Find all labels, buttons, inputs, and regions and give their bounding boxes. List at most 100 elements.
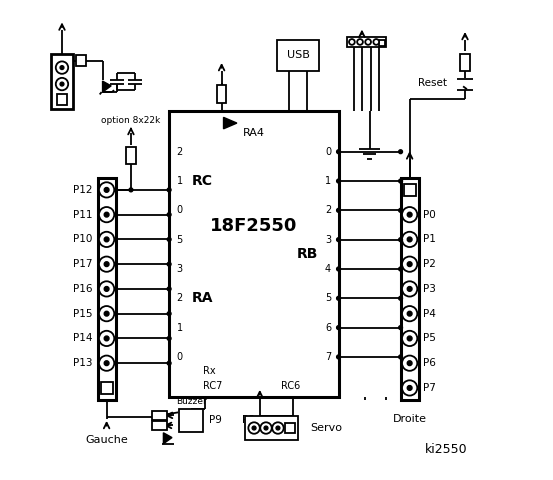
Bar: [153, 411, 167, 420]
Circle shape: [337, 326, 341, 329]
Circle shape: [129, 188, 133, 192]
Bar: [57, 95, 67, 105]
Text: P1: P1: [424, 234, 436, 244]
Text: P11: P11: [73, 210, 93, 220]
Text: P9: P9: [209, 415, 222, 425]
Polygon shape: [223, 117, 237, 129]
Bar: [276, 39, 320, 71]
Circle shape: [366, 39, 371, 45]
Text: P0: P0: [424, 210, 436, 220]
Circle shape: [399, 150, 403, 154]
Circle shape: [337, 150, 341, 154]
Bar: [179, 409, 204, 432]
Text: 3: 3: [325, 235, 331, 245]
Bar: [153, 421, 167, 430]
Circle shape: [407, 385, 412, 390]
Text: 5: 5: [325, 293, 331, 303]
Text: RC6: RC6: [281, 381, 300, 391]
Circle shape: [357, 39, 363, 45]
Circle shape: [167, 262, 171, 266]
Circle shape: [276, 426, 280, 430]
Text: P5: P5: [424, 334, 436, 343]
Text: 18F2550: 18F2550: [210, 216, 298, 235]
Circle shape: [104, 188, 109, 192]
Circle shape: [167, 287, 171, 291]
Text: RC7: RC7: [202, 381, 222, 391]
Text: 2: 2: [325, 205, 331, 216]
Circle shape: [399, 326, 403, 329]
Text: 2: 2: [176, 293, 182, 303]
Circle shape: [260, 422, 272, 434]
Circle shape: [407, 287, 412, 291]
Text: option 8x22k: option 8x22k: [101, 116, 160, 125]
Text: P6: P6: [424, 358, 436, 368]
Text: 4: 4: [325, 264, 331, 274]
Circle shape: [399, 208, 403, 212]
Text: P14: P14: [73, 334, 93, 343]
Bar: [126, 147, 135, 164]
Text: Rx: Rx: [202, 366, 215, 376]
Text: 6: 6: [325, 323, 331, 333]
Circle shape: [337, 179, 341, 183]
Circle shape: [402, 380, 418, 396]
Text: P16: P16: [73, 284, 93, 294]
Circle shape: [104, 287, 109, 291]
Text: P8: P8: [242, 415, 255, 425]
Text: 7: 7: [325, 352, 331, 362]
Text: RA: RA: [192, 291, 213, 305]
Circle shape: [167, 188, 171, 192]
Circle shape: [337, 238, 341, 241]
Text: Gauche: Gauche: [85, 435, 128, 445]
Polygon shape: [102, 81, 111, 92]
Text: P3: P3: [424, 284, 436, 294]
Circle shape: [337, 208, 341, 212]
Circle shape: [167, 312, 171, 315]
Text: Droite: Droite: [393, 414, 427, 424]
Circle shape: [56, 78, 68, 90]
Circle shape: [407, 361, 412, 366]
Circle shape: [272, 422, 284, 434]
Circle shape: [99, 331, 114, 346]
Circle shape: [402, 207, 418, 222]
Circle shape: [407, 312, 412, 316]
Circle shape: [407, 336, 412, 341]
Bar: [404, 184, 416, 196]
Circle shape: [407, 237, 412, 242]
Bar: [76, 55, 86, 66]
Text: 2: 2: [176, 147, 182, 156]
Text: 0: 0: [176, 352, 182, 362]
Circle shape: [104, 312, 109, 316]
Circle shape: [399, 267, 403, 271]
Text: 3: 3: [176, 264, 182, 274]
Circle shape: [349, 39, 355, 45]
Circle shape: [104, 262, 109, 266]
Text: 1: 1: [176, 323, 182, 333]
Bar: [246, 416, 298, 441]
Circle shape: [99, 232, 114, 247]
Text: P2: P2: [424, 259, 436, 269]
Circle shape: [337, 296, 341, 300]
Text: 1: 1: [176, 176, 182, 186]
Text: RC: RC: [192, 174, 213, 188]
Circle shape: [402, 232, 418, 247]
Text: 0: 0: [325, 147, 331, 156]
Circle shape: [99, 207, 114, 222]
Text: P7: P7: [424, 383, 436, 393]
Circle shape: [104, 361, 109, 366]
Circle shape: [99, 182, 114, 198]
Text: Reset: Reset: [418, 78, 447, 88]
Text: P4: P4: [424, 309, 436, 319]
Text: P10: P10: [74, 234, 93, 244]
Circle shape: [99, 306, 114, 321]
Circle shape: [399, 355, 403, 359]
Circle shape: [104, 336, 109, 341]
Text: P13: P13: [73, 358, 93, 368]
Circle shape: [167, 213, 171, 216]
Circle shape: [373, 39, 379, 45]
Circle shape: [337, 267, 341, 271]
Circle shape: [56, 61, 68, 74]
Bar: [400, 178, 419, 400]
Text: 0: 0: [176, 205, 182, 216]
Bar: [51, 54, 73, 109]
Text: P12: P12: [73, 185, 93, 195]
